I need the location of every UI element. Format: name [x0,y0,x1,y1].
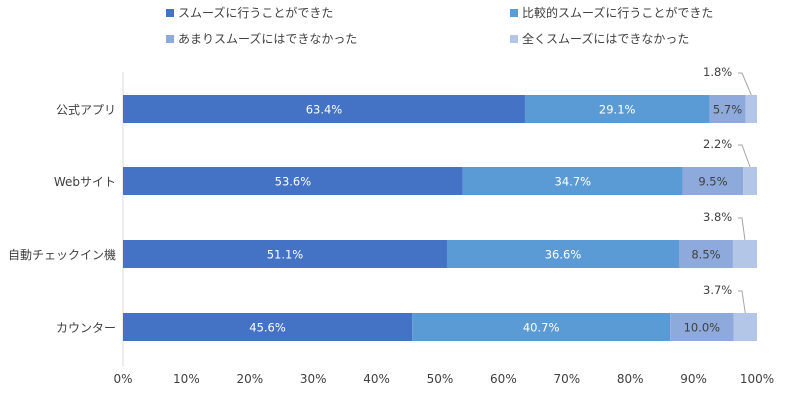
bar-segment [670,313,734,341]
legend-swatch [166,35,174,43]
bar-segment [732,240,757,268]
bar-segment [462,167,683,195]
data-label: 34.7% [555,175,592,189]
x-tick-label: 60% [490,372,517,386]
category-label: カウンター [55,321,116,335]
x-tick-label: 90% [680,372,707,386]
x-tick-label: 100% [739,372,775,386]
legend-label: 比較的スムーズに行うことができた [522,6,714,20]
data-label: 63.4% [306,103,343,117]
bar-segment [679,240,733,268]
bar-segment [743,167,757,195]
legend-item: スムーズに行うことができた [166,6,333,20]
callout-leader-line [738,144,751,168]
data-label: 40.7% [523,321,560,335]
x-tick-label: 50% [426,372,454,386]
bar-segment [123,167,463,195]
data-label: 3.7% [703,283,733,297]
legend-label: 全くスムーズにはできなかった [522,32,690,46]
bar-segment [709,95,746,123]
data-label: 1.8% [703,65,733,79]
callout-leader-line [738,290,746,314]
legend-item: 比較的スムーズに行うことができた [510,6,713,20]
data-label: 2.2% [703,137,733,151]
category-label: Webサイト [53,175,116,189]
x-tick-label: 40% [363,372,390,386]
legend-item: 全くスムーズにはできなかった [510,32,689,46]
bar-segment [524,95,710,123]
bar-segment [412,313,671,341]
bar-segment [745,95,757,123]
legend-item: あまりスムーズにはできなかった [166,32,357,46]
data-label: 9.5% [698,175,727,189]
callout-leader-line [738,217,746,241]
x-tick-label: 20% [236,372,264,386]
data-label: 3.8% [703,210,733,224]
data-label: 36.6% [545,248,582,262]
bar-segment [123,240,447,268]
callout-leader-line [738,72,752,96]
bar-segment [123,313,413,341]
legend-swatch [510,9,518,17]
legend-label: スムーズに行うことができた [178,6,334,20]
data-label: 8.5% [691,248,720,262]
bar-segment [446,240,680,268]
legend-label: あまりスムーズにはできなかった [178,32,358,46]
x-tick-label: 30% [299,372,327,386]
data-label: 45.6% [249,321,286,335]
data-label: 5.7% [713,103,742,117]
data-label: 29.1% [599,103,636,117]
x-tick-label: 10% [173,372,200,386]
x-tick-label: 70% [553,372,581,386]
bar-segment [682,167,744,195]
category-label: 自動チェックイン機 [7,248,116,262]
data-label: 10.0% [684,321,721,335]
legend-swatch [166,9,174,17]
category-label: 公式アプリ [55,103,116,117]
x-tick-label: 80% [616,372,644,386]
data-label: 53.6% [275,175,312,189]
x-tick-label: 0% [113,372,133,386]
bar-segment [733,313,757,341]
legend-swatch [510,35,518,43]
bar-segment [123,95,525,123]
data-label: 51.1% [267,248,304,262]
